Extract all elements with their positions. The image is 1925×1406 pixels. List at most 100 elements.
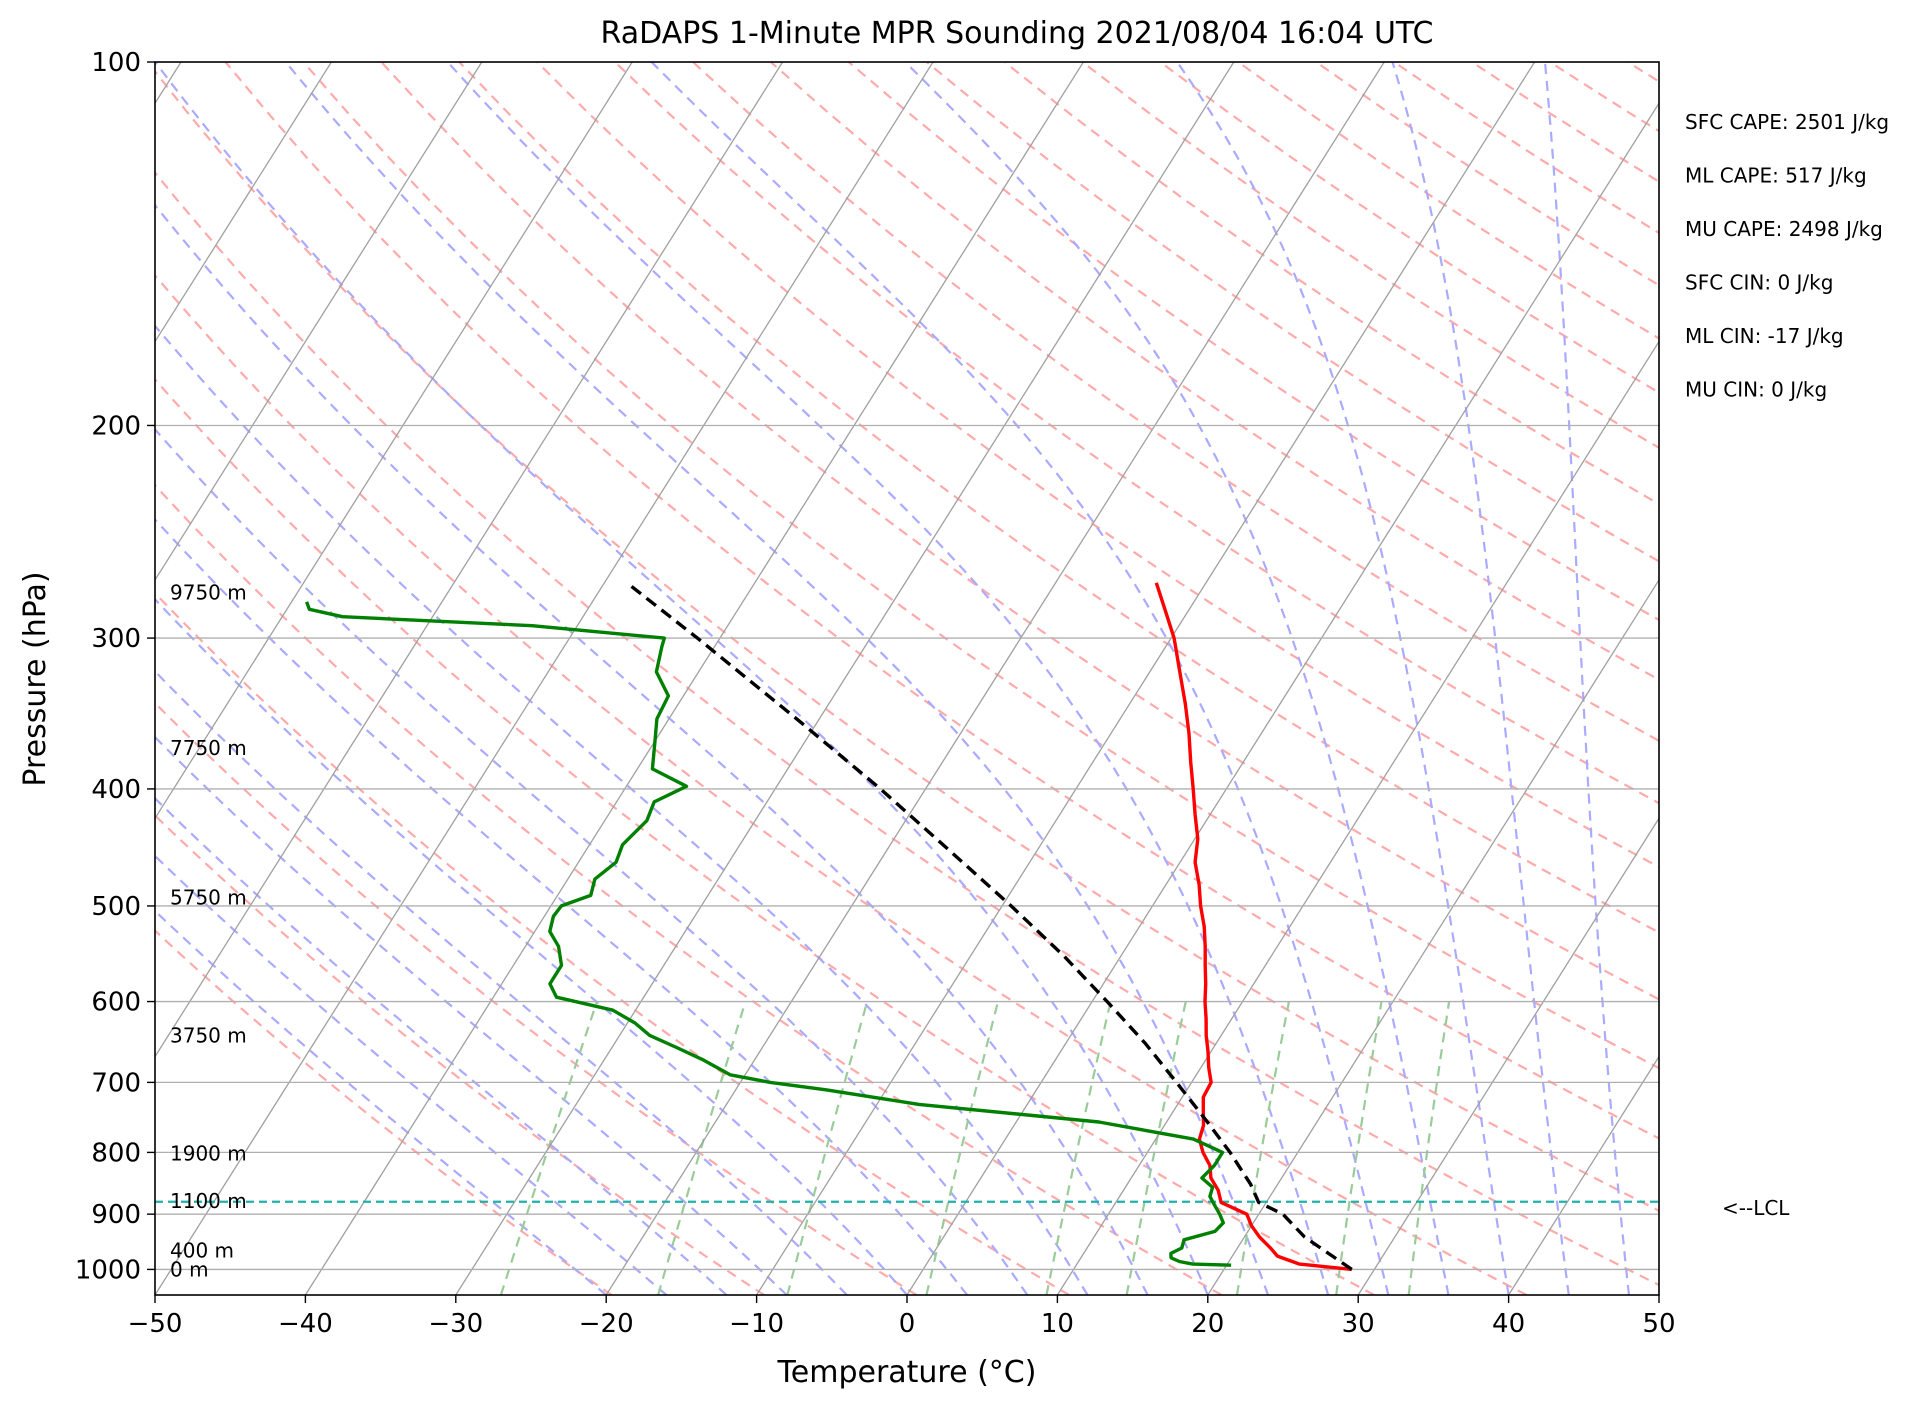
x-tick-label: −40 bbox=[278, 1309, 333, 1339]
isotherm-line bbox=[1357, 817, 1659, 1295]
mixing-ratio-line bbox=[1125, 1001, 1187, 1295]
height-label: 9750 m bbox=[170, 580, 247, 604]
lcl-label: <--LCL bbox=[1722, 1196, 1790, 1220]
isotherm-line bbox=[304, 62, 1084, 1295]
moist-adiabat-line bbox=[446, 62, 1330, 1295]
isotherm-line bbox=[1809, 62, 1925, 1295]
isotherm-line bbox=[155, 62, 784, 1058]
isotherm-line bbox=[1207, 578, 1659, 1295]
dry-adiabat-line bbox=[1315, 62, 1659, 287]
isotherm-line bbox=[1056, 340, 1659, 1295]
x-tick-label: 20 bbox=[1191, 1309, 1224, 1339]
dry-adiabat-line bbox=[614, 62, 1659, 805]
stat-line: MU CAPE: 2498 J/kg bbox=[1685, 217, 1883, 241]
mixing-ratio-line bbox=[1407, 1001, 1451, 1295]
y-tick-label: 200 bbox=[91, 411, 141, 441]
x-tick-label: 40 bbox=[1492, 1309, 1525, 1339]
height-label: 400 m bbox=[170, 1239, 234, 1263]
moist-adiabat-line bbox=[155, 669, 848, 1295]
moist-adiabat-line bbox=[1543, 62, 1630, 1295]
y-tick-label: 100 bbox=[91, 48, 141, 78]
isotherm-line bbox=[605, 62, 1385, 1295]
temperature-line bbox=[1154, 582, 1352, 1272]
height-label: 1900 m bbox=[170, 1142, 247, 1166]
isotherm-line bbox=[155, 62, 633, 820]
mixing-ratio-line bbox=[657, 1001, 747, 1295]
x-axis-label: Temperature (°C) bbox=[777, 1355, 1037, 1390]
isotherm-line bbox=[155, 62, 483, 582]
mixing-ratio-line bbox=[499, 1001, 598, 1295]
stat-line: SFC CAPE: 2501 J/kg bbox=[1685, 110, 1889, 134]
y-axis-label: Pressure (hPa) bbox=[18, 571, 53, 786]
dry-adiabat-line bbox=[1081, 62, 1659, 450]
moist-adiabat-line bbox=[904, 62, 1450, 1295]
dry-adiabat-line bbox=[1471, 62, 1659, 183]
x-tick-label: −20 bbox=[579, 1309, 634, 1339]
y-axis-ticks: 100 200 300 400 500 600 700 800 900 1000 bbox=[75, 48, 155, 1285]
dry-adiabat-line bbox=[155, 483, 1223, 1295]
stability-indices: SFC CAPE: 2501 J/kg ML CAPE: 517 J/kg MU C… bbox=[1685, 110, 1889, 402]
stat-line: ML CIN: -17 J/kg bbox=[1685, 324, 1844, 348]
x-tick-label: 10 bbox=[1041, 1309, 1074, 1339]
dry-adiabat-line bbox=[155, 701, 918, 1295]
y-tick-label: 700 bbox=[91, 1068, 141, 1098]
moist-adiabat-line bbox=[155, 324, 1089, 1295]
dry-adiabat-line bbox=[847, 62, 1659, 622]
mixing-ratio-line bbox=[786, 1001, 869, 1295]
moist-adiabat-line bbox=[155, 203, 1149, 1295]
mixing-ratio-line bbox=[1235, 1001, 1290, 1295]
dry-adiabat-line bbox=[155, 591, 1070, 1295]
sounding-series bbox=[305, 581, 1353, 1272]
x-axis-ticks: −50 −40 −30 −20 −10 0 10 20 30 40 50 bbox=[128, 1295, 1676, 1339]
dry-adiabat-line bbox=[224, 62, 1659, 1140]
isotherm-line bbox=[1658, 1293, 1659, 1295]
moist-adiabat-line bbox=[650, 62, 1390, 1295]
moist-adiabat-line bbox=[155, 62, 1209, 1295]
chart-title: RaDAPS 1-Minute MPR Sounding 2021/08/04 … bbox=[601, 16, 1434, 51]
moist-adiabat-line bbox=[155, 427, 1029, 1295]
mixing-ratio-line bbox=[1335, 1001, 1383, 1295]
x-tick-label: 50 bbox=[1642, 1309, 1675, 1339]
dry-adiabat-line bbox=[155, 377, 1375, 1295]
dry-adiabat-line bbox=[692, 62, 1659, 743]
dry-adiabat-line bbox=[1159, 62, 1659, 394]
dry-adiabat-line bbox=[302, 62, 1659, 1070]
moist-adiabat-line bbox=[1176, 62, 1510, 1295]
y-tick-label: 800 bbox=[91, 1138, 141, 1168]
dry-adiabat-line bbox=[155, 170, 1659, 1287]
height-label: 3750 m bbox=[170, 1023, 247, 1047]
dry-adiabat-line bbox=[770, 62, 1659, 681]
isotherm-line bbox=[1508, 1055, 1659, 1295]
stat-line: MU CIN: 0 J/kg bbox=[1685, 378, 1827, 402]
moist-adiabat-line bbox=[155, 597, 908, 1295]
isotherm-line bbox=[906, 102, 1659, 1295]
background-reference-lines bbox=[155, 62, 1925, 1295]
height-label: 5750 m bbox=[170, 885, 247, 909]
dewpoint-line bbox=[305, 601, 1232, 1267]
height-label: 7750 m bbox=[170, 736, 247, 760]
dry-adiabat-line bbox=[1549, 62, 1659, 133]
y-tick-label: 900 bbox=[91, 1200, 141, 1230]
mixing-ratio-line bbox=[925, 1001, 1000, 1295]
y-tick-label: 600 bbox=[91, 988, 141, 1018]
dry-adiabat-line bbox=[1627, 62, 1659, 83]
moist-adiabat-line bbox=[155, 735, 788, 1295]
y-tick-label: 300 bbox=[91, 624, 141, 654]
dry-adiabat-line bbox=[155, 273, 1528, 1295]
y-tick-label: 1000 bbox=[75, 1255, 141, 1285]
x-tick-label: −10 bbox=[729, 1309, 784, 1339]
isotherm-line bbox=[756, 62, 1536, 1295]
isotherm-line bbox=[155, 62, 332, 343]
dry-adiabat-line bbox=[155, 813, 765, 1295]
x-tick-label: −50 bbox=[128, 1309, 183, 1339]
height-label: 0 m bbox=[170, 1257, 209, 1281]
dry-adiabat-line bbox=[155, 69, 1659, 1212]
dry-adiabat-line bbox=[155, 929, 613, 1295]
lcl-layer: <--LCL bbox=[155, 1196, 1790, 1220]
y-tick-label: 400 bbox=[91, 775, 141, 805]
stat-line: ML CAPE: 517 J/kg bbox=[1685, 164, 1867, 188]
height-label: 1100 m bbox=[170, 1189, 247, 1213]
dry-adiabat-line bbox=[925, 62, 1659, 563]
